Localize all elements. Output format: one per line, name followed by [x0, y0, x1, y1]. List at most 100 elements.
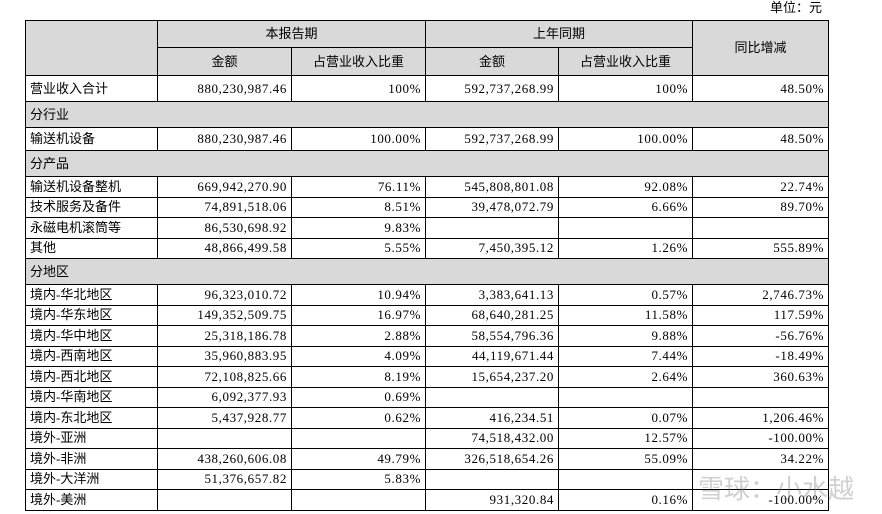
value-cell: 326,518,654.26: [425, 448, 560, 470]
data-row: 境外-美洲 931,320.84 0.16% -100.00%: [25, 489, 830, 511]
data-row: 技术服务及备件 74,891,518.06 8.51% 39,478,072.79 6.…: [25, 196, 830, 218]
data-row: 境内-华南地区 6,092,377.93 0.69%: [25, 386, 830, 408]
value-cell: 44,119,671.44: [425, 345, 560, 367]
data-row: 境内-西南地区 35,960,883.95 4.09% 44,119,671.44 7.…: [25, 345, 830, 367]
row-label: 永磁电机滚筒等: [25, 217, 158, 239]
value-cell: [290, 489, 427, 511]
row-label: 境外-美洲: [25, 489, 158, 511]
value-cell: 4.09%: [290, 345, 427, 367]
value-cell: 48.50%: [692, 75, 830, 102]
value-cell: [692, 386, 830, 408]
value-cell: 100.00%: [290, 127, 427, 151]
header-cell: 上年同期: [425, 20, 694, 48]
value-cell: [425, 217, 560, 239]
value-cell: 58,554,796.36: [425, 325, 560, 347]
value-cell: 0.07%: [558, 407, 694, 429]
data-row: 永磁电机滚筒等 86,530,698.92 9.83%: [25, 217, 830, 239]
watermark: 雪球：小水越: [697, 475, 854, 505]
section-row: 分地区: [24, 258, 830, 285]
row-label: 境内-西南地区: [25, 345, 158, 367]
row-label: 技术服务及备件: [25, 196, 158, 218]
value-cell: 72,108,825.66: [157, 366, 292, 388]
section-cell: 分产品: [24, 150, 830, 177]
data-row: 营业收入合计 880,230,987.46 100% 592,737,268.99 10…: [25, 75, 830, 102]
value-cell: 48,866,499.58: [157, 237, 292, 259]
row-label: 境外-非洲: [25, 448, 158, 470]
unit-label: 单位：元: [769, 0, 822, 15]
data-row: 境内-华北地区 96,323,010.72 10.94% 3,383,641.13 0.…: [25, 284, 830, 306]
data-row: 输送机设备整机 669,942,270.90 76.11% 545,808,801.0…: [25, 176, 830, 198]
data-row: 其他 48,866,499.58 5.55% 7,450,395.12 1.26% 555…: [25, 237, 830, 259]
value-cell: 880,230,987.46: [157, 127, 292, 151]
value-cell: 100%: [290, 75, 427, 102]
value-cell: 880,230,987.46: [157, 75, 292, 102]
value-cell: 592,737,268.99: [425, 75, 560, 102]
value-cell: 55.09%: [558, 448, 694, 470]
header-cell: [25, 20, 158, 76]
row-label: 输送机设备: [25, 127, 158, 151]
value-cell: 5.55%: [290, 237, 427, 259]
row-label: 其他: [25, 237, 158, 259]
header-cell: 占营业收入比重: [558, 47, 694, 76]
value-cell: 360.63%: [692, 366, 830, 388]
value-cell: 2.64%: [558, 366, 694, 388]
value-cell: -100.00%: [692, 489, 830, 511]
value-cell: -18.49%: [692, 345, 830, 367]
header-cell: 金额: [157, 47, 292, 76]
value-cell: 555.89%: [692, 237, 830, 259]
value-cell: [425, 468, 560, 490]
value-cell: [558, 217, 694, 239]
row-label: 境内-西北地区: [25, 366, 158, 388]
value-cell: 49.79%: [290, 448, 427, 470]
data-row: 境内-东北地区 5,437,928.77 0.62% 416,234.51 0.07% 1…: [25, 407, 830, 429]
data-row: 境内-华中地区 25,318,186.78 2.88% 58,554,796.36 9.…: [25, 325, 830, 347]
row-label: 境外-亚洲: [25, 427, 158, 449]
value-cell: 8.51%: [290, 196, 427, 218]
header-cell: 金额: [425, 47, 560, 76]
row-label: 境内-华南地区: [25, 386, 158, 408]
value-cell: 96,323,010.72: [157, 284, 292, 306]
data-row: 境内-华东地区 149,352,509.75 16.97% 68,640,281.25…: [25, 304, 830, 326]
row-label: 境内-东北地区: [25, 407, 158, 429]
value-cell: 2,746.73%: [692, 284, 830, 306]
value-cell: 12.57%: [558, 427, 694, 449]
table-body: 本报告期 上年同期 同比增减 金额 占营业收入比重 金额 占营业收入比重 营业收…: [24, 20, 830, 511]
value-cell: 16.97%: [290, 304, 427, 326]
value-cell: 10.94%: [290, 284, 427, 306]
value-cell: [157, 427, 292, 449]
value-cell: 68,640,281.25: [425, 304, 560, 326]
value-cell: 117.59%: [692, 304, 830, 326]
value-cell: 89.70%: [692, 196, 830, 218]
value-cell: 9.88%: [558, 325, 694, 347]
value-cell: 74,518,432.00: [425, 427, 560, 449]
value-cell: 7.44%: [558, 345, 694, 367]
value-cell: 35,960,883.95: [157, 345, 292, 367]
value-cell: 0.16%: [558, 489, 694, 511]
header-cell: 占营业收入比重: [290, 47, 427, 76]
value-cell: 3,383,641.13: [425, 284, 560, 306]
value-cell: 416,234.51: [425, 407, 560, 429]
section-row: 分行业: [24, 101, 830, 128]
value-cell: 0.62%: [290, 407, 427, 429]
value-cell: [692, 217, 830, 239]
data-row: 境外-大洋洲 51,376,657.82 5.83%: [25, 468, 830, 490]
value-cell: 51,376,657.82: [157, 468, 292, 490]
value-cell: 2.88%: [290, 325, 427, 347]
section-cell: 分行业: [24, 101, 830, 128]
section-row: 分产品: [24, 150, 830, 177]
value-cell: 100.00%: [558, 127, 694, 151]
value-cell: 0.57%: [558, 284, 694, 306]
value-cell: [290, 427, 427, 449]
value-cell: 1,206.46%: [692, 407, 830, 429]
value-cell: 1.26%: [558, 237, 694, 259]
data-row: 境外-亚洲 74,518,432.00 12.57% -100.00%: [25, 427, 830, 449]
row-label: 境内-华北地区: [25, 284, 158, 306]
value-cell: 11.58%: [558, 304, 694, 326]
value-cell: 438,260,606.08: [157, 448, 292, 470]
value-cell: 5,437,928.77: [157, 407, 292, 429]
value-cell: 6,092,377.93: [157, 386, 292, 408]
row-label: 境内-华东地区: [25, 304, 158, 326]
value-cell: 0.69%: [290, 386, 427, 408]
value-cell: 5.83%: [290, 468, 427, 490]
